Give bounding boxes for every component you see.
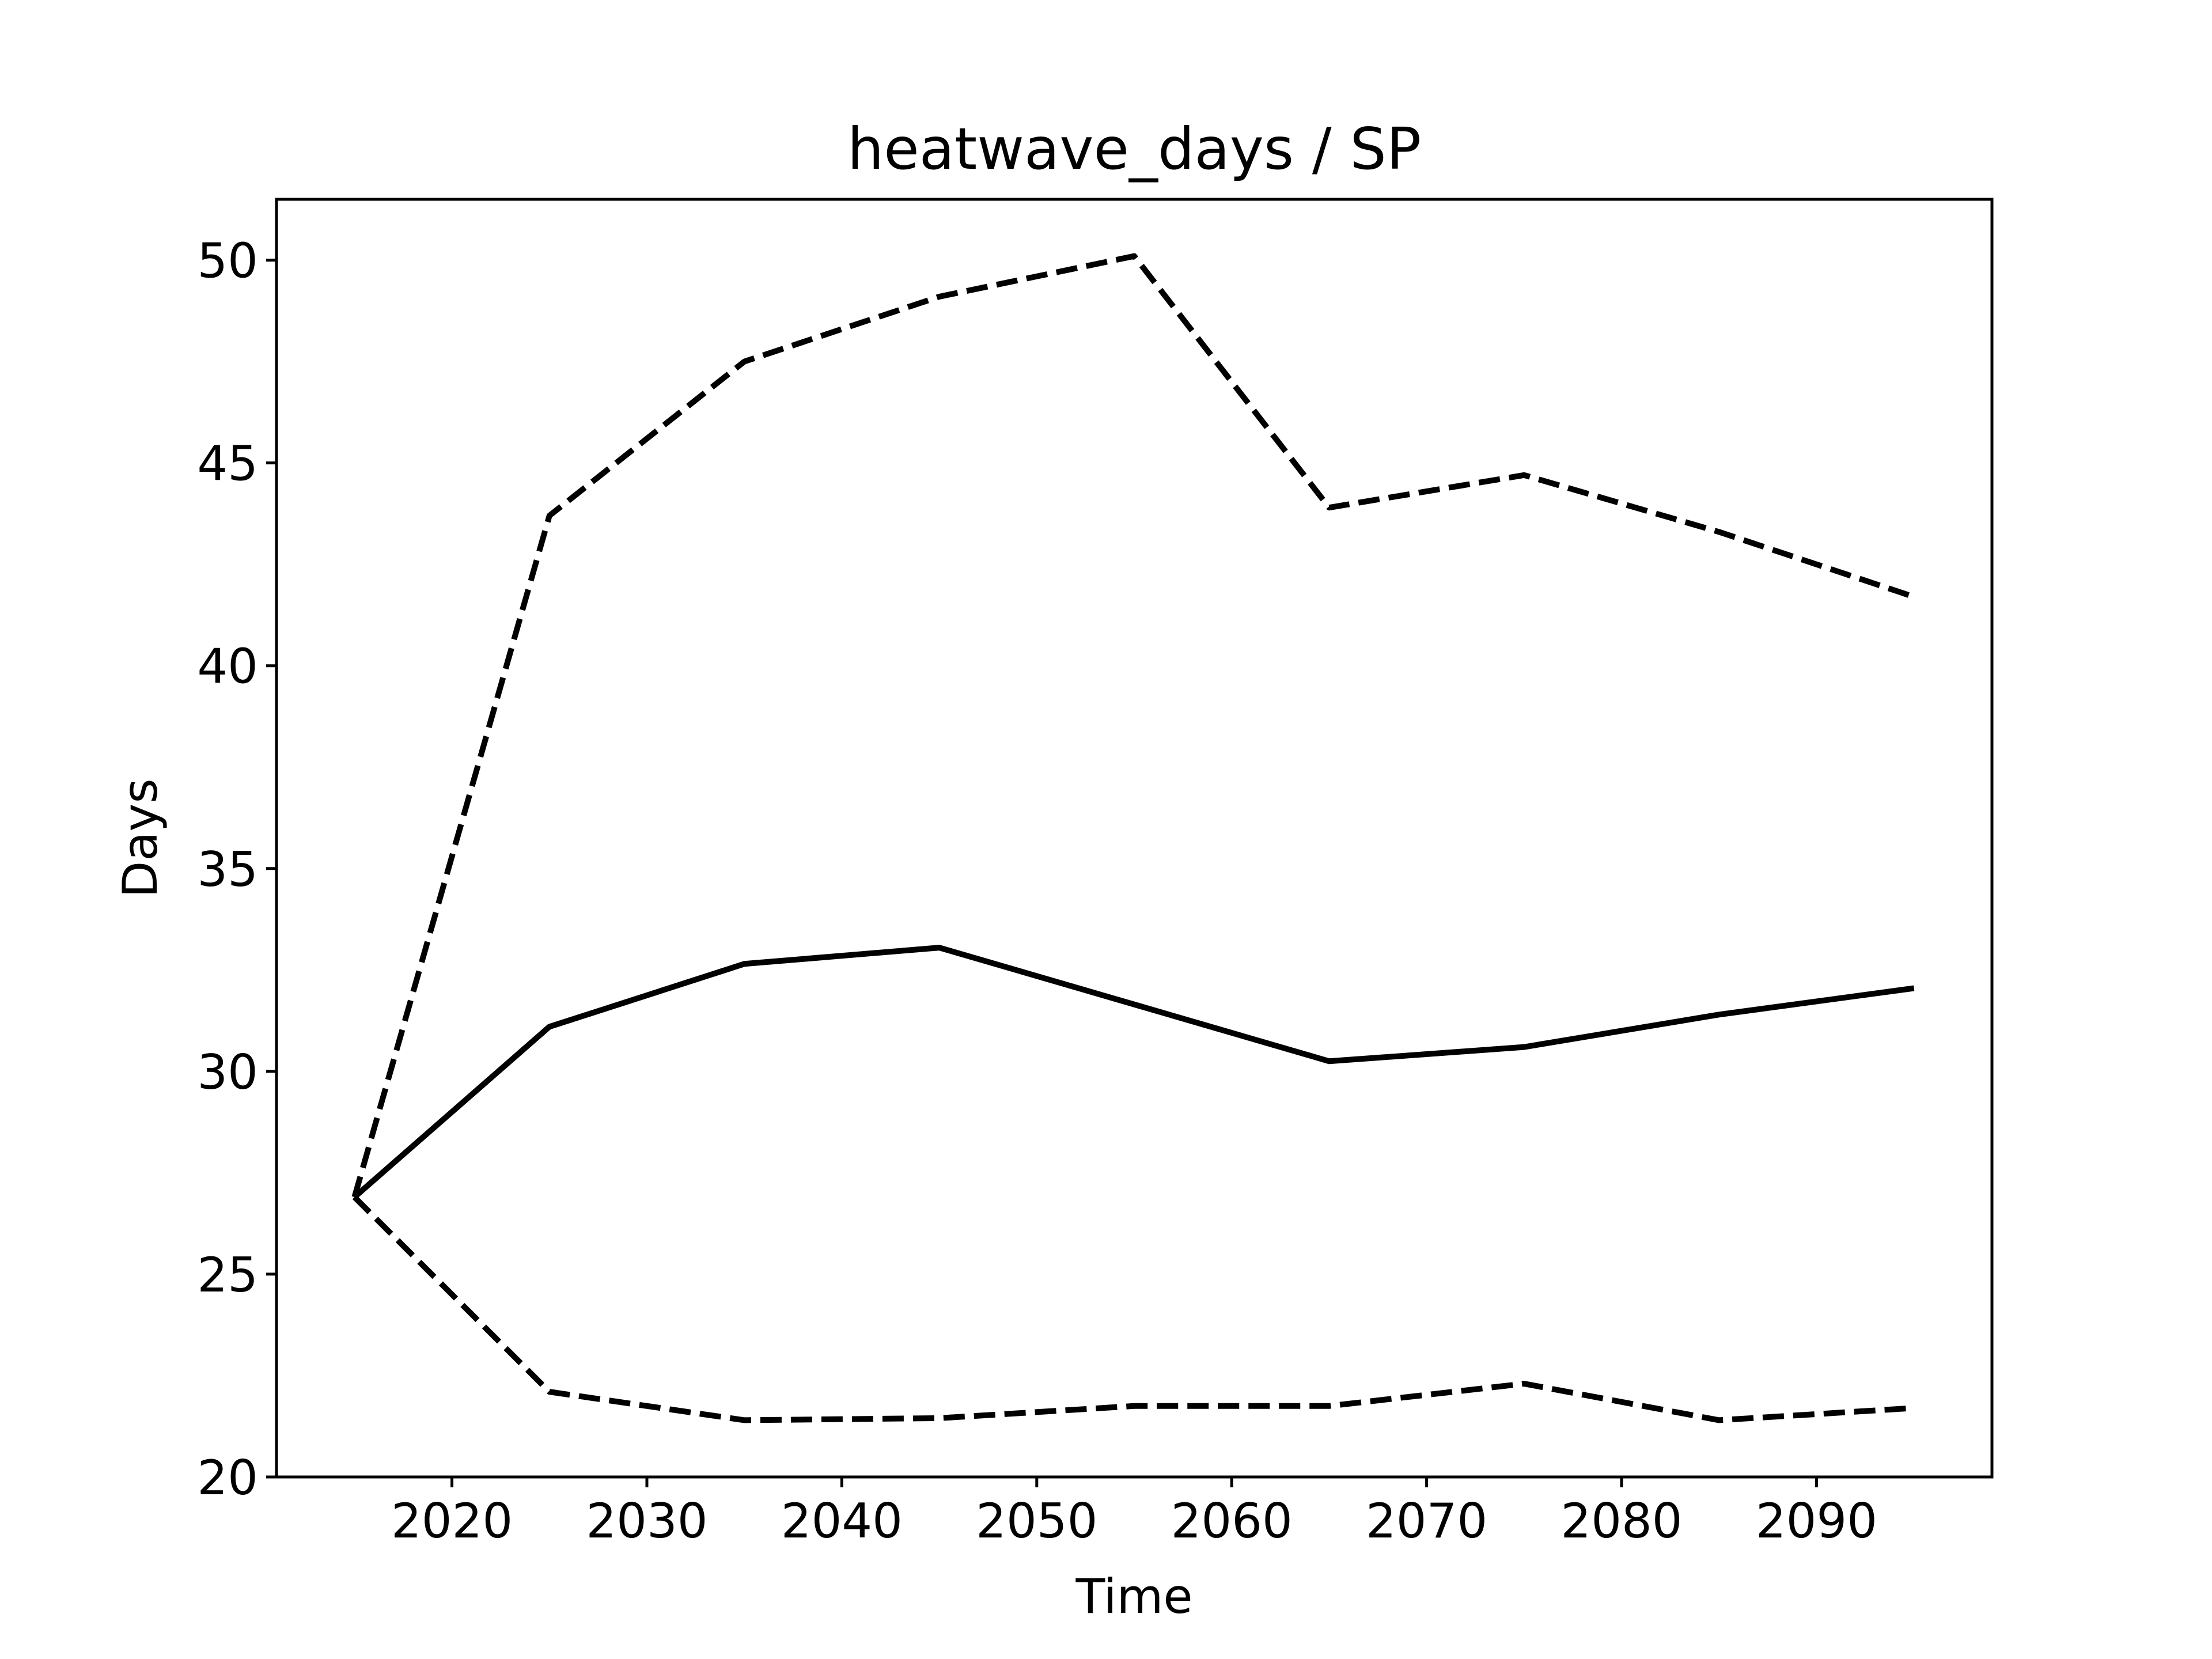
series-line-dashed-1 <box>351 253 1915 1198</box>
x-tick-label: 2080 <box>1560 1493 1682 1549</box>
series-layer <box>351 253 1915 1423</box>
x-axis-label: Time <box>1075 1569 1192 1624</box>
y-tick-label: 25 <box>197 1247 258 1303</box>
y-axis-label: Days <box>112 778 168 897</box>
x-tick-label: 2040 <box>781 1493 903 1549</box>
y-tick-label: 50 <box>197 233 258 289</box>
x-tick-label: 2060 <box>1171 1493 1293 1549</box>
x-tick-label: 2020 <box>391 1493 513 1549</box>
x-axis: 2020 2030 2040 2050 2060 2070 2080 2090 <box>391 1477 1877 1549</box>
x-tick-label: 2030 <box>586 1493 707 1549</box>
x-tick-label: 2090 <box>1756 1493 1877 1549</box>
y-axis: 20 25 30 35 40 45 50 <box>197 233 276 1506</box>
plot-area-frame <box>275 198 1994 1479</box>
y-tick-label: 30 <box>197 1044 258 1100</box>
chart-title: heatwave_days / SP <box>847 115 1421 183</box>
y-tick-label: 40 <box>197 639 258 695</box>
y-tick-label: 20 <box>197 1450 258 1506</box>
series-line-solid <box>353 945 1915 1199</box>
x-tick-label: 2050 <box>976 1493 1097 1549</box>
series-line-dashed-2 <box>352 1195 1914 1423</box>
y-tick-label: 45 <box>197 436 258 492</box>
x-tick-label: 2070 <box>1366 1493 1487 1549</box>
y-tick-label: 35 <box>197 842 258 897</box>
